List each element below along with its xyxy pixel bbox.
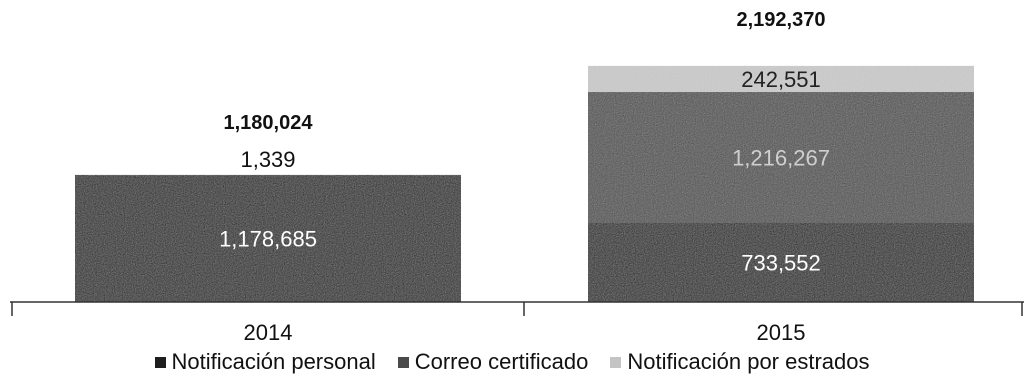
legend-swatch-notificacion-estrados bbox=[610, 356, 622, 368]
legend-item-notificacion-estrados: Notificación por estrados bbox=[610, 349, 870, 375]
x-tick-label-2015: 2015 bbox=[757, 320, 806, 345]
x-axis-ticks bbox=[11, 302, 1023, 316]
data-label-2014-1: 1,178,685 bbox=[219, 227, 317, 252]
legend-swatch-correo-certificado bbox=[397, 356, 409, 368]
legend-item-notificacion-personal: Notificación personal bbox=[154, 349, 376, 375]
x-tick-label-2014: 2014 bbox=[244, 320, 293, 345]
bar-segment-2014-1 bbox=[75, 175, 461, 302]
data-label-2014-2: 1,339 bbox=[240, 147, 295, 172]
labels-layer: 1,178,685 1,339 1,180,024 733,552 1,216,267 2… bbox=[219, 9, 830, 276]
bar-segment-2015-3 bbox=[588, 65, 974, 93]
legend: Notificación personal Correo certificado… bbox=[0, 346, 1024, 378]
legend-item-correo-certificado: Correo certificado bbox=[397, 349, 589, 375]
total-label-2015: 2,192,370 bbox=[737, 9, 826, 31]
total-label-2014: 1,180,024 bbox=[224, 112, 314, 134]
bar-segment-2015-1 bbox=[588, 223, 974, 302]
bars-layer bbox=[75, 65, 974, 302]
data-label-2015-2: 1,216,267 bbox=[732, 146, 830, 171]
legend-label-notificacion-personal: Notificación personal bbox=[171, 349, 376, 374]
legend-label-notificacion-estrados: Notificación por estrados bbox=[627, 349, 870, 374]
data-label-2015-1: 733,552 bbox=[741, 251, 821, 276]
data-label-2015-3: 242,551 bbox=[741, 67, 821, 92]
legend-label-correo-certificado: Correo certificado bbox=[414, 349, 589, 374]
category-labels: 2014 2015 bbox=[244, 320, 806, 345]
bar-segment-2015-2 bbox=[588, 92, 974, 224]
bar-segment-2014-2 bbox=[75, 174, 461, 176]
legend-swatch-notificacion-personal bbox=[154, 356, 166, 368]
